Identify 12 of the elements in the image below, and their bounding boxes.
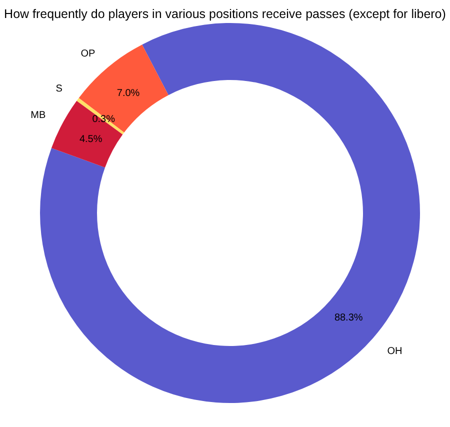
donut-slice	[51, 100, 123, 168]
data-label: 7.0%	[116, 88, 140, 99]
slice-label: S	[56, 84, 63, 95]
data-label: 4.5%	[79, 134, 102, 146]
donut-slice	[76, 98, 124, 134]
chart-title: How frequently do players in various positions receive passes (except for libero)	[4, 7, 446, 21]
data-label: 0.3%	[92, 114, 116, 126]
slice-label: OP	[80, 48, 96, 60]
slice-label: MB	[30, 110, 46, 122]
slice-label: OH	[387, 346, 402, 358]
donut-slice	[78, 44, 168, 132]
data-label: 88.3%	[334, 312, 363, 324]
